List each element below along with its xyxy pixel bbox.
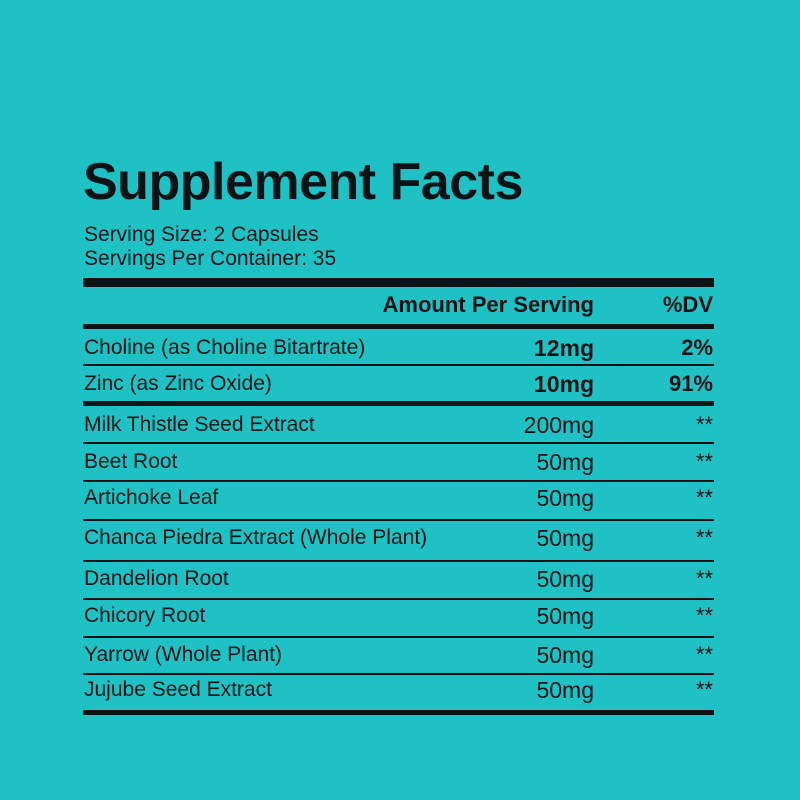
divider xyxy=(83,364,714,366)
divider-thick xyxy=(83,401,714,406)
divider xyxy=(83,598,714,600)
ingredient-amount: 50mg xyxy=(536,642,594,668)
divider-thick xyxy=(83,710,714,715)
ingredient-amount: 12mg xyxy=(533,335,594,361)
ingredient-amount: 200mg xyxy=(523,412,594,438)
ingredient-name: Artichoke Leaf xyxy=(84,486,219,509)
ingredient-name: Dandelion Root xyxy=(84,567,229,590)
ingredient-name: Beet Root xyxy=(84,450,178,473)
label-title: Supplement Facts xyxy=(83,153,523,211)
ingredient-amount: 50mg xyxy=(536,449,594,475)
table-row: Milk Thistle Seed Extract 200mg ** xyxy=(84,410,713,440)
servings-per-container: Servings Per Container: 35 xyxy=(84,247,337,270)
ingredient-name: Chanca Piedra Extract (Whole Plant) xyxy=(84,526,428,549)
table-row: Jujube Seed Extract 50mg ** xyxy=(84,675,713,705)
divider xyxy=(83,442,714,444)
ingredient-dv: 2% xyxy=(681,335,713,360)
header-amount: Amount Per Serving xyxy=(382,292,594,317)
divider xyxy=(83,480,714,482)
table-row: Choline (as Choline Bitartrate) 12mg 2% xyxy=(84,333,713,363)
divider xyxy=(83,560,714,562)
ingredient-amount: 50mg xyxy=(536,566,594,592)
ingredient-amount: 50mg xyxy=(536,525,594,551)
ingredient-dv: ** xyxy=(695,642,713,667)
serving-size: Serving Size: 2 Capsules xyxy=(84,223,319,246)
ingredient-name: Jujube Seed Extract xyxy=(84,678,272,701)
ingredient-amount: 50mg xyxy=(536,677,594,703)
ingredient-dv: ** xyxy=(695,677,713,702)
header-dv: %DV xyxy=(662,292,713,317)
table-row: Beet Root 50mg ** xyxy=(84,447,713,477)
ingredient-name: Choline (as Choline Bitartrate) xyxy=(84,336,366,359)
divider xyxy=(83,519,714,521)
ingredient-amount: 50mg xyxy=(536,603,594,629)
table-row: Dandelion Root 50mg ** xyxy=(84,564,713,594)
ingredient-dv: 91% xyxy=(668,371,713,396)
table-row: Chanca Piedra Extract (Whole Plant) 50mg… xyxy=(84,523,713,553)
table-row: Chicory Root 50mg ** xyxy=(84,601,713,631)
table-row: Zinc (as Zinc Oxide) 10mg 91% xyxy=(84,369,713,399)
ingredient-dv: ** xyxy=(695,603,713,628)
table-row: Artichoke Leaf 50mg ** xyxy=(84,483,713,513)
ingredient-dv: ** xyxy=(695,412,713,437)
ingredient-name: Yarrow (Whole Plant) xyxy=(84,643,283,666)
divider-thick xyxy=(83,278,714,287)
ingredient-amount: 50mg xyxy=(536,485,594,511)
ingredient-dv: ** xyxy=(695,566,713,591)
divider xyxy=(83,673,714,675)
ingredient-name: Chicory Root xyxy=(84,604,206,627)
ingredient-dv: ** xyxy=(695,485,713,510)
ingredient-name: Zinc (as Zinc Oxide) xyxy=(84,372,272,395)
ingredient-dv: ** xyxy=(695,449,713,474)
divider-thick xyxy=(83,324,714,329)
divider xyxy=(83,636,714,638)
table-row: Yarrow (Whole Plant) 50mg ** xyxy=(84,640,713,670)
ingredient-dv: ** xyxy=(695,525,713,550)
ingredient-amount: 10mg xyxy=(533,371,594,397)
ingredient-name: Milk Thistle Seed Extract xyxy=(84,413,315,436)
table-header: Amount Per Serving %DV xyxy=(84,290,713,320)
